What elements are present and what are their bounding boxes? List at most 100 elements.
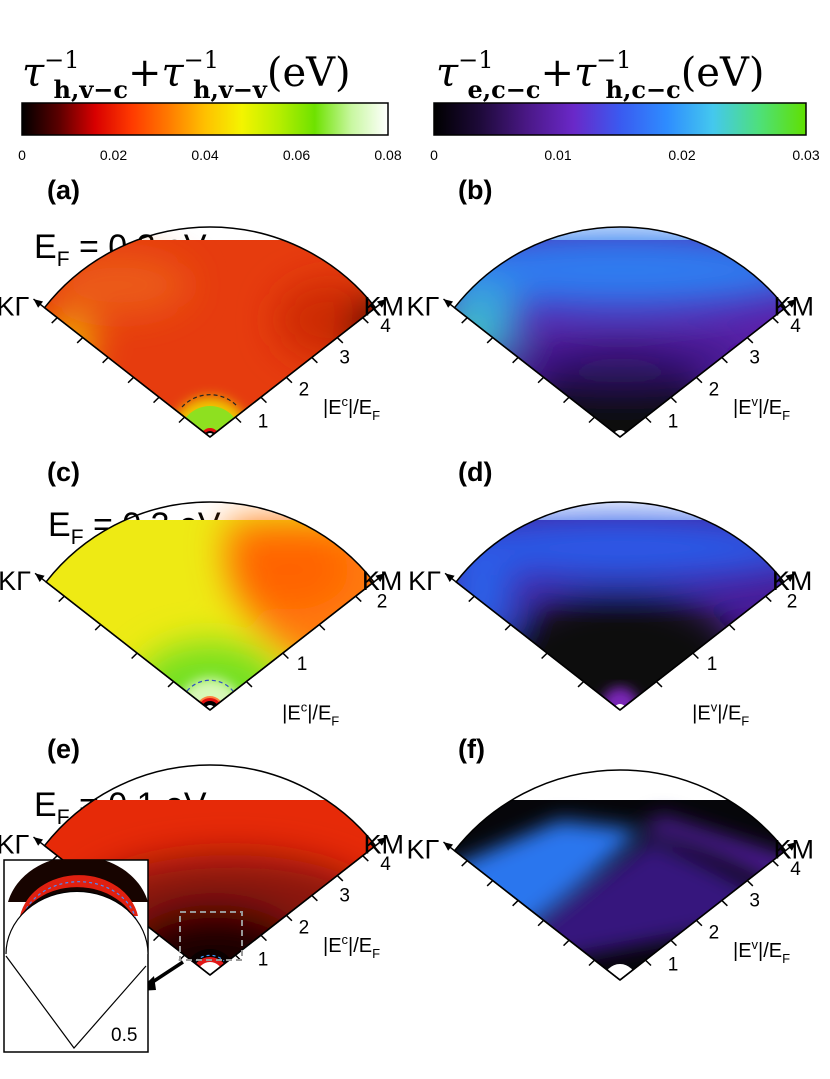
inset-zoom: 0.5 (3, 859, 149, 1053)
left-axis-label: KΓ (408, 566, 441, 596)
axis-tick (282, 652, 289, 660)
axis-tick (167, 681, 175, 688)
right-axis-arrow (786, 299, 797, 308)
axis-tick (670, 396, 677, 404)
radial-tick-label: 3 (339, 348, 350, 369)
axis-tick (563, 939, 570, 947)
axis-tick (486, 880, 494, 887)
wedge-axes-d: KΓ KM 1 2 |Ev|/EF (408, 566, 812, 729)
left-axis-label: KΓ (0, 830, 30, 860)
radial-axis-label: |Ev|/EF (733, 394, 790, 423)
axis-tick (362, 317, 369, 324)
axis-tick (362, 855, 369, 862)
axis-tick (504, 624, 512, 631)
inset-tick: 0.5 (111, 1025, 137, 1046)
axis-tick (76, 337, 84, 344)
left-axis-arrow (33, 837, 44, 846)
wedge-outline-c (45, 501, 375, 711)
radial-tick-label: 1 (258, 412, 269, 433)
zoom-box (179, 911, 243, 961)
radial-axis-label: |Ec|/EF (323, 394, 380, 423)
panel-label-f: (f) (458, 734, 485, 764)
axis-tick (563, 396, 570, 404)
right-axis-arrow (785, 573, 795, 583)
axis-tick (746, 337, 754, 344)
axis-tick (721, 899, 728, 907)
radial-tick-label: 2 (299, 380, 310, 401)
panel-label-d: (d) (458, 457, 492, 487)
axis-tick (234, 416, 242, 424)
wedge-plot-d: KΓ KM 1 2 |Ev|/EF (408, 501, 812, 729)
left-axis-arrow (443, 842, 454, 851)
panel-label-c: (c) (47, 457, 80, 487)
colorbar-left: τ−1 h,v−c+τ−1 h,v−v(eV) 0 0.02 0.04 0.06 0.08 (18, 46, 402, 163)
left-axis-arrow (443, 299, 454, 308)
axis-tick (58, 595, 65, 603)
radial-tick-label: 3 (339, 886, 350, 907)
wedge-axes-b: KΓ KM 1 2 3 4 |Ev|/EF (407, 292, 814, 438)
colorbar-tick-label: 0.02 (100, 147, 127, 163)
radial-tick-label: 4 (790, 316, 801, 337)
radial-tick-label: 4 (380, 316, 391, 337)
wedge-outline-e (43, 764, 377, 976)
axis-tick (765, 595, 772, 603)
left-axis-label: KΓ (0, 292, 30, 322)
axis-tick (468, 595, 475, 603)
axis-tick (285, 914, 293, 922)
left-axis-line (443, 841, 621, 981)
radial-tick-label: 1 (707, 654, 718, 675)
axis-tick (153, 396, 160, 404)
left-axis-line (443, 298, 621, 438)
colorbar-right-ticks: 0 0.01 0.02 0.03 (430, 147, 820, 163)
colorbar-left-title: τ−1 h,v−c+τ−1 h,v−v(eV) (22, 46, 351, 104)
wedge-axes-f: KΓ KM 1 2 3 4 |Ev|/EF (407, 835, 814, 981)
wedge-outline-a (43, 226, 377, 438)
axis-tick (692, 652, 699, 660)
colorbar-tick-label: 0 (18, 147, 26, 163)
axis-tick (644, 959, 652, 967)
right-axis-line (209, 298, 387, 438)
axis-tick (655, 681, 663, 688)
right-axis-label: KM (773, 292, 814, 322)
right-axis-arrow (375, 573, 385, 583)
colorbar-right-gradient (433, 102, 807, 136)
axis-tick (336, 875, 344, 882)
radial-tick-label: 1 (297, 654, 308, 675)
panel-label-b: (b) (458, 175, 492, 205)
heatmap-d (456, 516, 784, 710)
right-axis-label: KM (362, 566, 403, 596)
heatmap-c (46, 520, 374, 710)
colorbar-tick-label: 0 (430, 147, 438, 163)
radial-tick-label: 2 (709, 923, 720, 944)
wedge-axes-e: KΓ KM 1 2 3 4 |Ec|/EF (0, 830, 404, 976)
axis-tick (127, 376, 135, 384)
wedge-plot-b: KΓ KM 1 2 3 4 |Ev|/EF (407, 226, 814, 438)
radial-axis-label: |Ev|/EF (733, 937, 790, 966)
radial-tick-label: 1 (668, 412, 679, 433)
axis-tick (355, 595, 362, 603)
radial-tick-label: 2 (299, 918, 310, 939)
axis-tick (94, 624, 102, 631)
wedge-outline-b (453, 226, 787, 438)
axis-tick (695, 919, 703, 927)
wedge-outline-d (455, 501, 785, 711)
colorbar-tick-label: 0.08 (374, 147, 401, 163)
colorbar-left-gradient (21, 102, 389, 136)
right-axis-label: KM (772, 566, 813, 596)
colorbar-right-title: τ−1 e,c−c+τ−1 h,c−c(eV) (436, 46, 764, 104)
axis-tick (588, 959, 596, 967)
right-axis-label: KM (363, 292, 404, 322)
axis-tick (260, 934, 267, 942)
axis-tick (772, 860, 779, 867)
axis-tick (336, 337, 344, 344)
axis-tick (512, 899, 519, 907)
axis-tick (695, 376, 703, 384)
radial-axis-label: |Ec|/EF (282, 700, 339, 729)
left-axis-arrow (445, 573, 455, 583)
left-axis-label: KΓ (0, 566, 31, 596)
axis-tick (721, 356, 728, 364)
colorbar-right: τ−1 e,c−c+τ−1 h,c−c(eV) 0 0.01 0.02 0.03 (430, 46, 820, 163)
radial-tick-label: 1 (258, 950, 269, 971)
right-axis-arrow (376, 837, 387, 846)
